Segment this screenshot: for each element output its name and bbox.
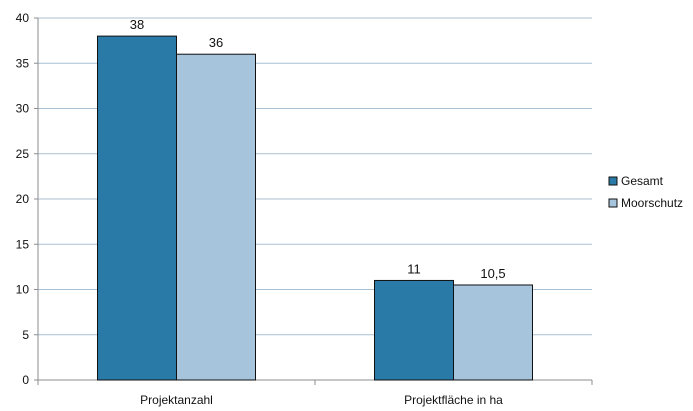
bars xyxy=(97,35,533,381)
data-label: 36 xyxy=(209,35,223,50)
bar-gesamt-2 xyxy=(374,279,454,381)
x-tick-label: Projektfläche in ha xyxy=(404,393,503,407)
legend-label-gesamt: Gesamt xyxy=(621,174,664,188)
legend-swatch-gesamt xyxy=(608,176,618,186)
bar-moorschutz-2 xyxy=(453,284,533,381)
legend: Gesamt Moorschutz xyxy=(608,174,683,210)
x-tick-label: Projektanzahl xyxy=(140,393,213,407)
y-tick-label: 30 xyxy=(16,102,30,116)
y-tick-label: 40 xyxy=(16,11,30,25)
y-tick-label: 5 xyxy=(22,328,29,342)
legend-label-moorschutz: Moorschutz xyxy=(621,196,683,210)
legend-swatch-moorschutz xyxy=(608,198,618,208)
data-label: 10,5 xyxy=(480,266,505,281)
y-tick-label: 15 xyxy=(16,237,30,251)
bar-gesamt-1 xyxy=(97,35,177,381)
data-labels: 38 36 11 10,5 xyxy=(130,17,506,281)
data-label: 11 xyxy=(407,261,421,276)
y-tick-label: 20 xyxy=(16,192,30,206)
y-tick-label: 35 xyxy=(16,56,30,70)
bar-moorschutz-1 xyxy=(176,53,256,381)
y-tick-label: 10 xyxy=(16,283,30,297)
y-tick-label: 0 xyxy=(22,373,29,387)
data-label: 38 xyxy=(130,17,144,32)
y-tick-label: 25 xyxy=(16,147,30,161)
